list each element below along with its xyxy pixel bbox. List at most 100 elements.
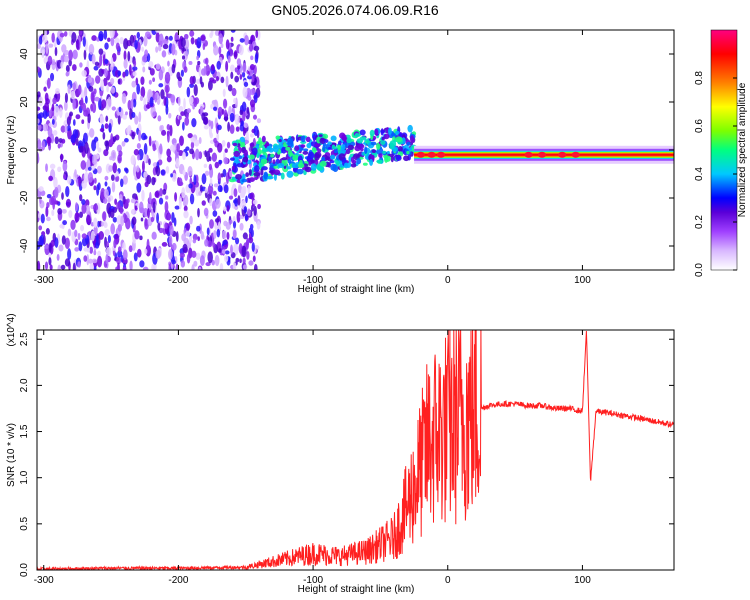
spectrogram-blob: [37, 139, 42, 150]
spectrogram-blob: [126, 198, 130, 204]
spectrogram-blob: [359, 129, 366, 136]
spectrogram-blob: [117, 51, 121, 56]
spectrogram-blob: [60, 125, 66, 133]
spectrogram-blob: [65, 185, 70, 198]
spectrogram-blob: [98, 30, 104, 42]
spectrogram-blob: [61, 138, 66, 144]
spectrogram-blob: [114, 37, 120, 45]
spectrogram-blob: [204, 238, 209, 247]
spectrogram-blob: [138, 129, 142, 142]
spectrogram-blob: [143, 171, 148, 178]
spectrogram-blob: [200, 35, 206, 42]
carrier-hotspot: [524, 151, 533, 158]
spectrogram-blob: [304, 166, 312, 173]
spectrogram-blob: [183, 205, 188, 212]
spectrogram-blob: [258, 137, 262, 145]
spectrogram-blob: [72, 64, 77, 72]
colorbar-ticks: 0.0 0.2 0.4 0.6 0.8: [694, 71, 737, 277]
spectrogram-blob: [49, 264, 53, 270]
spectrogram-blob: [196, 55, 199, 61]
spectrogram-blob: [131, 216, 137, 226]
spectrogram-blob: [247, 75, 253, 80]
spectrogram-blob: [109, 30, 115, 39]
spectrogram-blob: [48, 242, 52, 254]
spectrogram-blob: [53, 176, 58, 189]
spectrogram-blob: [211, 63, 215, 72]
spectrogram-blob: [158, 83, 164, 88]
spectrogram-blob: [181, 47, 187, 52]
spectrogram-blob: [217, 106, 223, 117]
spectrogram-blob: [340, 144, 346, 151]
spectrogram-blob: [198, 191, 202, 196]
spectrogram-blob: [105, 254, 109, 265]
spectrogram-blob: [136, 143, 141, 149]
spectrogram-blob: [151, 176, 156, 186]
spectrogram-blob: [124, 138, 129, 143]
spectrogram-blob: [176, 143, 180, 153]
spectrogram-blob: [148, 61, 154, 68]
spectrogram-blob: [381, 136, 385, 141]
snr-y-ticks: 0.0 0.5 1.0 1.5 2.0 2.5: [19, 332, 674, 577]
spectrogram-blob: [318, 134, 323, 138]
spectrogram-blob: [94, 96, 100, 102]
spectrogram-blob: [63, 55, 69, 63]
spectrogram-blob: [179, 252, 185, 258]
spectrogram-blob: [266, 145, 273, 152]
spectrogram-blob: [189, 215, 193, 225]
spectrogram-blob: [260, 168, 264, 176]
spectrogram-blob: [93, 65, 99, 71]
spectrogram-blob: [183, 210, 189, 219]
spectrogram-blob: [161, 50, 167, 58]
spectrogram-blob: [94, 61, 100, 66]
spectrogram-blob: [102, 211, 107, 222]
spectrogram-blob: [105, 140, 110, 152]
spectrogram-blob: [45, 163, 48, 173]
spectrogram-blob: [249, 177, 255, 182]
spectrogram-blob: [234, 113, 240, 126]
spectrogram-blob: [395, 130, 400, 135]
spectrogram-blob: [97, 182, 101, 191]
spectrogram-blob: [44, 92, 49, 102]
spectrogram-blob: [79, 145, 84, 153]
spectrogram-blob: [187, 133, 193, 139]
spectrogram-blob: [227, 55, 231, 64]
spectrogram-blob: [312, 133, 316, 142]
chart-title: GN05.2026.074.06.09.R16: [271, 2, 439, 18]
spectrogram-blob: [79, 194, 83, 202]
spectrogram-blob: [134, 230, 140, 240]
spectrogram-blob: [38, 96, 44, 107]
spectrogram-blob: [190, 136, 196, 143]
spectrogram-blob: [99, 128, 105, 133]
spectrogram-blob: [189, 83, 195, 88]
spectrogram-blob: [168, 235, 173, 247]
spectrogram-blob: [257, 203, 261, 210]
spectrogram-blob: [211, 79, 217, 84]
spectrogram-blob: [151, 231, 157, 240]
spectrogram-blob: [202, 116, 208, 125]
spectrogram-blob: [229, 124, 235, 135]
colorbar-tick-label: 0.0: [694, 263, 705, 277]
spectrogram-blob: [129, 64, 132, 76]
spectrogram-blob: [159, 143, 163, 155]
colorbar: 0.0 0.2 0.4 0.6 0.8 Normalized spectral ampl…: [694, 29, 748, 277]
spectrogram-blob: [116, 201, 121, 210]
spectrogram-blob: [95, 75, 101, 84]
spectrogram-blob: [130, 198, 136, 204]
spectrogram-blob: [90, 104, 94, 112]
spectrogram-blob: [148, 79, 152, 85]
spectrogram-blob: [171, 242, 177, 251]
spectrogram-blob: [229, 170, 233, 178]
spectrogram-blob: [212, 210, 218, 217]
spectrogram-blob: [99, 54, 103, 67]
spectrogram-blob: [183, 66, 188, 73]
spectrogram-blob: [136, 154, 141, 161]
spectrogram-blob: [188, 183, 193, 189]
spectrogram-blob: [110, 208, 115, 219]
spectrogram-blob: [117, 115, 121, 125]
spectrogram-blob: [261, 135, 266, 143]
spectrogram-blob: [234, 197, 239, 207]
spectrogram-blob: [300, 144, 306, 148]
spectrogram-blob: [239, 142, 246, 147]
spectrogram-blob: [110, 174, 115, 181]
spectrogram-blob: [83, 132, 88, 144]
